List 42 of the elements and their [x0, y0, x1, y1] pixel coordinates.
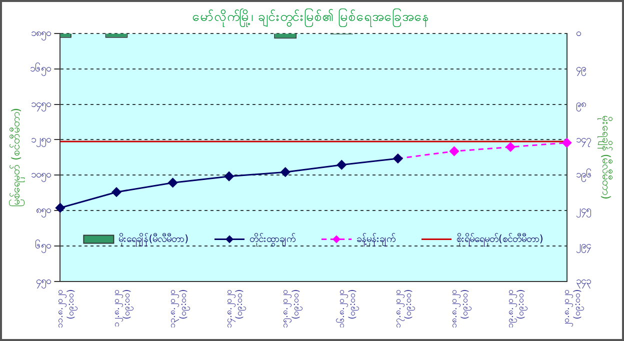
y2-tick-label: ၁၄၇ — [576, 134, 591, 148]
y2-tick-label: ၄၉ — [576, 64, 586, 77]
y2-tick-label: ၉၈ — [576, 98, 586, 112]
x-tick-label: ၁၃.၈.၂၀၂၀ (၀၉:၀၀) — [168, 289, 190, 328]
point — [224, 172, 234, 182]
point — [336, 160, 346, 170]
y2-tick-label: ၃၄၃ — [576, 276, 591, 289]
point — [55, 203, 65, 213]
x-tick-label: ၁၈.၈.၂၀၂၀ (၀၉:၀၀) — [450, 289, 472, 328]
point — [112, 187, 122, 197]
y2-tick-label: ၀ — [576, 28, 581, 40]
x-tick-label: ၁၉.၈.၂၀၂၀ (၀၉:၀၀) — [506, 289, 528, 328]
point — [449, 146, 459, 156]
legend-label: ခန့်မှန်းချက် — [356, 232, 396, 247]
y-axis-title: မြစ်ရေမှတ် (စင်တီမီတာ) — [8, 108, 24, 207]
x-tick-label: ၁၅.၈.၂၀၂၀ (၀၉:၀၀) — [280, 289, 302, 328]
x-tick-label: ၁၂.၈.၂၀၂၀ (၀၉:၀၀) — [112, 289, 134, 328]
y-tick-label: ၆၅၀ — [35, 238, 52, 254]
point — [168, 178, 178, 188]
point — [506, 142, 516, 152]
legend-label: တိုင်းထွာချက် — [250, 232, 296, 247]
legend-label: စိုးရိမ်ရေမှတ်(စင်တီမီတာ) — [456, 232, 544, 247]
y2-axis-title: မိုးရေချိန် (မီလီမီတာ) — [598, 115, 613, 200]
x-tick-label: ၁၆.၈.၂၀၂၀ (၀၉:၀၀) — [336, 289, 359, 328]
point — [280, 167, 290, 177]
y2-tick-label: ၁၉၆ — [576, 168, 592, 183]
y-tick-label: ၄၅၀ — [36, 276, 52, 289]
y-tick-label: ၁၄၅၀ — [31, 98, 52, 112]
x-tick-label: ၁၁.၈.၂၀၂၀ (၀၉:၀၀) — [56, 289, 78, 328]
y2-tick-label: ၂၄၅ — [576, 205, 591, 218]
x-tick-label: ၁၇.၈.၂၀၂၀ (၀၉:၀၀) — [393, 289, 416, 328]
x-tick-label: ၂၀.၈.၂၀၂၀ (၀၉:၀၀) — [562, 289, 584, 328]
y2-tick-label: ၂၉၄ — [576, 240, 591, 254]
y-tick-label: ၈၅၀ — [36, 205, 52, 218]
point — [562, 138, 572, 148]
x-tick-label: ၁၄.၈.၂၀၂၀ (၀၉:၀၀) — [224, 289, 246, 328]
y-tick-label: ၁၈၅၀ — [31, 28, 52, 42]
chart-title: မော်လိုက်မြို့၊ ချင်းတွင်းမြစ်၏ မြစ်ရေအခြေအနေ — [192, 8, 430, 28]
y-tick-label: ၁၂၅၀ — [31, 134, 52, 148]
y-tick-label: ၁၀၅၀ — [31, 170, 52, 183]
legend-label: မိုးရေချိန်(မီလီမီတာ) — [118, 232, 189, 247]
y-tick-label: ၁၆၅၀ — [30, 62, 52, 77]
